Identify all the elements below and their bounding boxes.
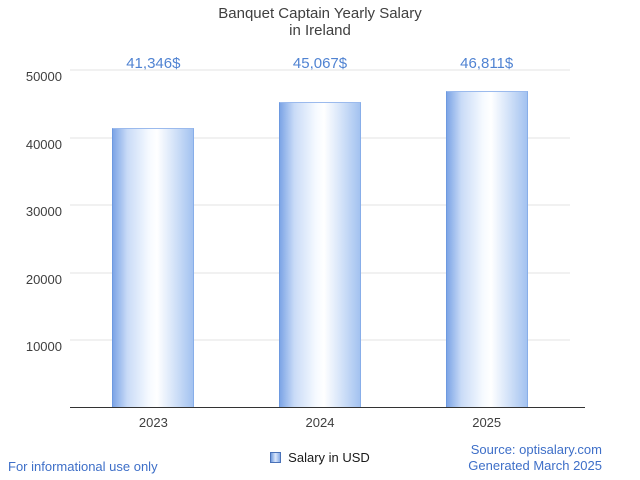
chart-title: Banquet Captain Yearly Salary in Ireland bbox=[0, 5, 640, 39]
x-axis-line bbox=[70, 407, 585, 408]
source-link[interactable]: Source: optisalary.com bbox=[470, 442, 602, 457]
legend-label: Salary in USD bbox=[288, 449, 370, 465]
bar-column bbox=[403, 70, 570, 408]
x-tick-label: 2023 bbox=[138, 415, 168, 430]
y-tick-label: 50000 bbox=[25, 69, 62, 84]
legend-swatch-icon bbox=[270, 451, 282, 463]
x-tick-label: 2025 bbox=[472, 415, 502, 430]
bar-column bbox=[237, 70, 404, 408]
bar bbox=[445, 90, 528, 408]
bars-row bbox=[70, 70, 570, 408]
chart-title-line1: Banquet Captain Yearly Salary bbox=[218, 5, 422, 22]
y-tick-label: 10000 bbox=[25, 339, 62, 355]
x-tick-label: 2024 bbox=[305, 415, 335, 430]
bar bbox=[112, 127, 195, 408]
bar bbox=[279, 102, 361, 408]
chart-title-line2: in Ireland bbox=[289, 22, 351, 39]
x-axis-labels: 2023 2024 2025 bbox=[70, 415, 570, 430]
y-tick-label: 30000 bbox=[25, 204, 62, 220]
value-label-row: 41,346$ 45,067$ 46,811$ bbox=[70, 54, 570, 74]
bar-value-label: 45,067$ bbox=[292, 55, 348, 72]
disclaimer-text: For informational use only bbox=[8, 459, 158, 474]
y-tick-label: 40000 bbox=[25, 136, 62, 152]
y-tick-label: 20000 bbox=[25, 271, 62, 287]
bar-value-label: 46,811$ bbox=[460, 55, 514, 72]
gridline bbox=[70, 69, 570, 71]
bar-column bbox=[70, 70, 237, 408]
bar-value-label: 41,346$ bbox=[126, 55, 181, 72]
generated-text: Generated March 2025 bbox=[468, 458, 602, 473]
source-block: Source: optisalary.com Generated March 2… bbox=[468, 442, 602, 474]
plot-area: 10000 20000 30000 40000 50000 bbox=[26, 69, 585, 408]
legend: Salary in USD bbox=[0, 449, 640, 465]
